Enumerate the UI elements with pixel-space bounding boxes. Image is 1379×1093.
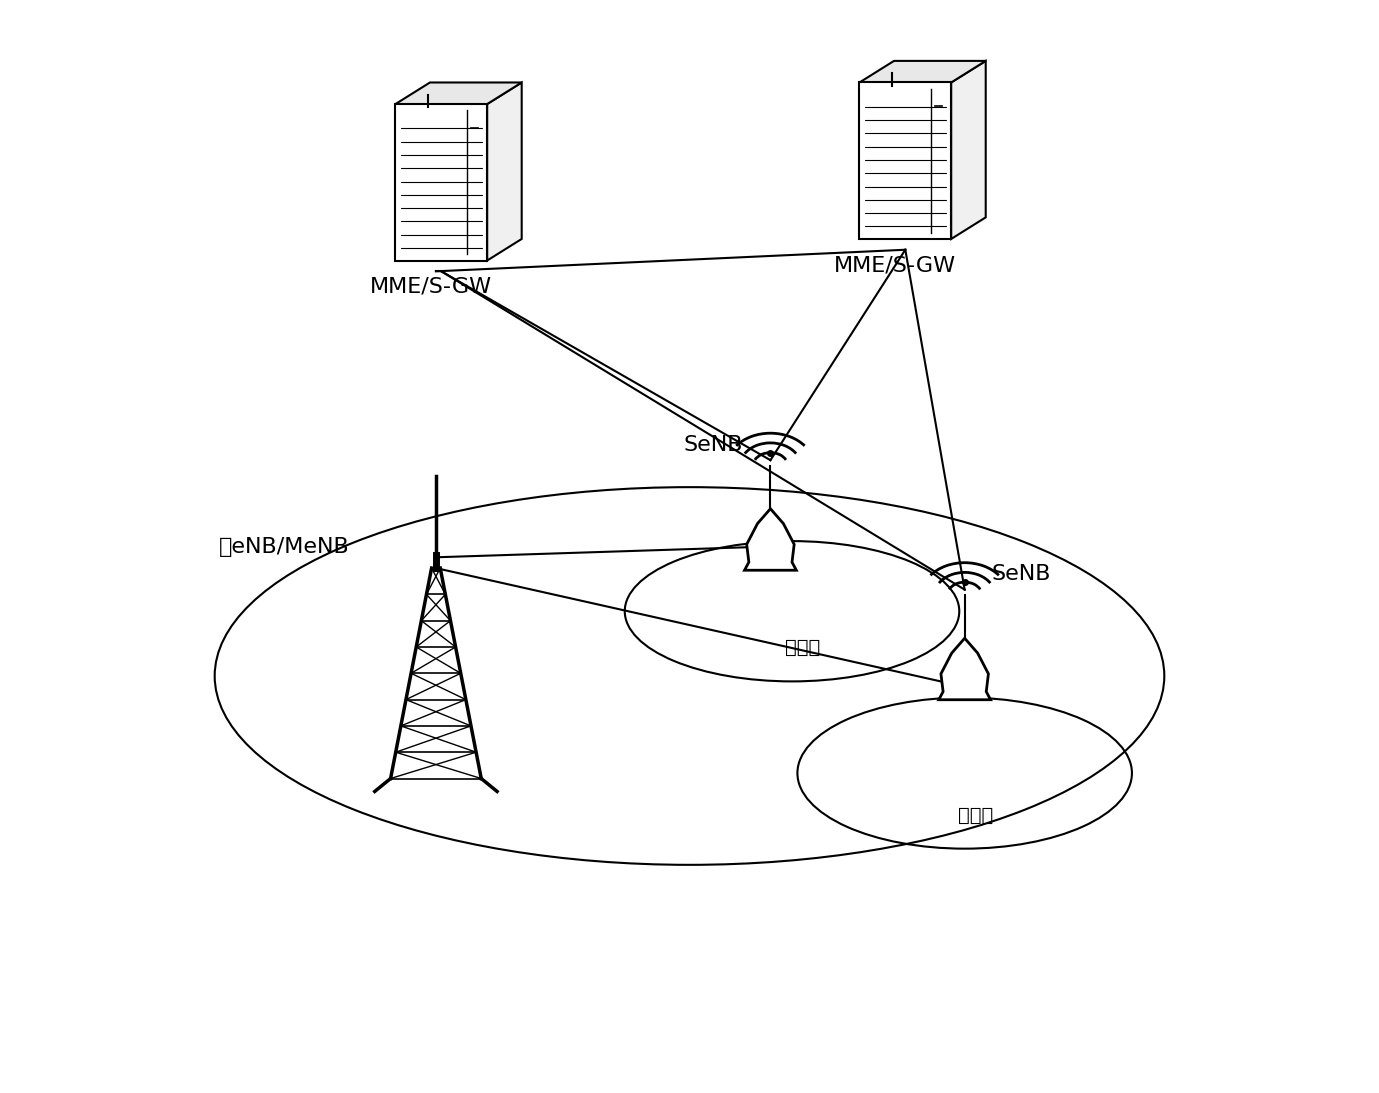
Polygon shape [859,82,952,239]
Polygon shape [952,61,986,239]
Polygon shape [745,508,796,571]
Polygon shape [939,638,990,700]
Polygon shape [396,104,487,260]
Text: SeNB: SeNB [684,435,743,455]
Text: MME/S-GW: MME/S-GW [833,255,956,275]
Text: SeNB: SeNB [992,564,1051,585]
Polygon shape [396,82,521,104]
Text: 宎eNB/MeNB: 宎eNB/MeNB [219,537,350,556]
Text: 小小区: 小小区 [785,638,821,657]
Text: MME/S-GW: MME/S-GW [370,277,491,296]
Polygon shape [487,82,521,260]
Polygon shape [859,61,986,82]
Text: 小小区: 小小区 [958,806,993,824]
